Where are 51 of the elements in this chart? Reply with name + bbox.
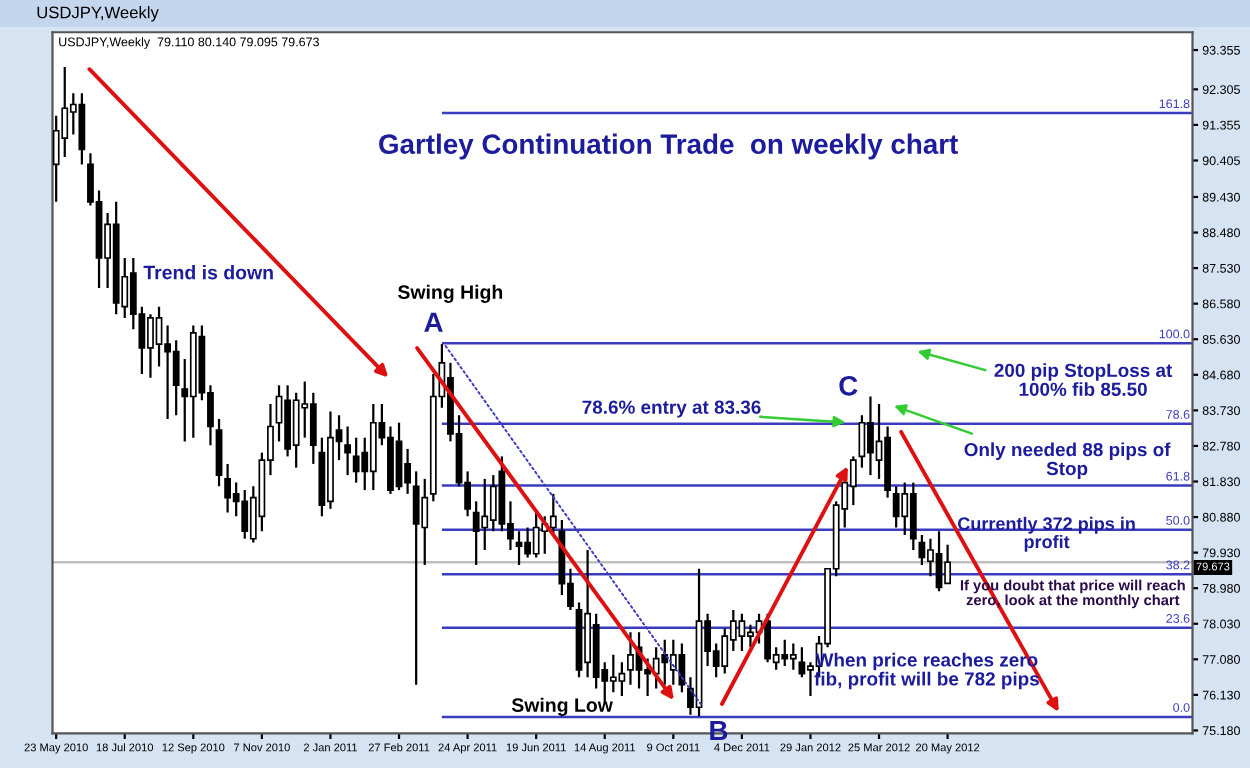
candlestick <box>892 485 900 529</box>
candlestick <box>678 642 686 694</box>
candlestick <box>849 455 857 507</box>
candlestick <box>61 65 69 159</box>
candlestick <box>909 481 917 552</box>
candlestick <box>164 324 172 421</box>
candlestick <box>524 526 532 559</box>
candlestick <box>309 391 317 466</box>
candlestick <box>609 653 617 694</box>
candlestick <box>901 481 909 537</box>
candlestick <box>652 646 660 690</box>
annotation: C <box>839 375 858 396</box>
candlestick <box>789 642 797 671</box>
text: USDJPY,Weekly <box>37 6 159 22</box>
candlestick <box>292 391 300 469</box>
candlestick <box>627 631 634 686</box>
candlestick <box>224 462 232 514</box>
annotation: Swing Low <box>511 697 613 716</box>
candlestick <box>618 661 626 698</box>
candlestick <box>301 380 309 439</box>
candlestick <box>798 646 806 679</box>
text: Gartley Continuation Trade on weekly chart <box>379 133 958 160</box>
candlestick <box>421 477 429 567</box>
annotation: 78.6% entry at 83.36 <box>582 400 761 418</box>
candlestick <box>78 92 86 166</box>
candlestick <box>412 470 420 686</box>
candlestick <box>549 492 557 537</box>
annotation: A <box>424 312 443 332</box>
candlestick <box>764 612 772 664</box>
candlestick <box>944 543 952 585</box>
candlestick <box>918 533 926 567</box>
candlestick <box>532 511 540 559</box>
candlestick <box>721 627 729 675</box>
candlestick <box>404 447 412 495</box>
annotation: 200 pip StopLoss at 100% fib 85.50 <box>994 363 1173 396</box>
candlestick <box>275 384 283 443</box>
candlestick <box>241 488 249 540</box>
candlestick <box>781 638 789 668</box>
candlestick <box>669 638 677 686</box>
candlestick <box>215 417 223 488</box>
annotation: Trend is down <box>143 265 273 280</box>
candlestick <box>352 436 360 484</box>
annotation: Swing High <box>398 284 503 303</box>
candlestick <box>489 474 497 533</box>
candlestick <box>738 612 746 653</box>
candlestick <box>344 425 352 477</box>
candlestick <box>481 477 489 552</box>
candlestick <box>172 339 180 417</box>
candlestick <box>858 414 866 469</box>
candlestick <box>155 305 163 368</box>
candlestick <box>472 500 480 567</box>
